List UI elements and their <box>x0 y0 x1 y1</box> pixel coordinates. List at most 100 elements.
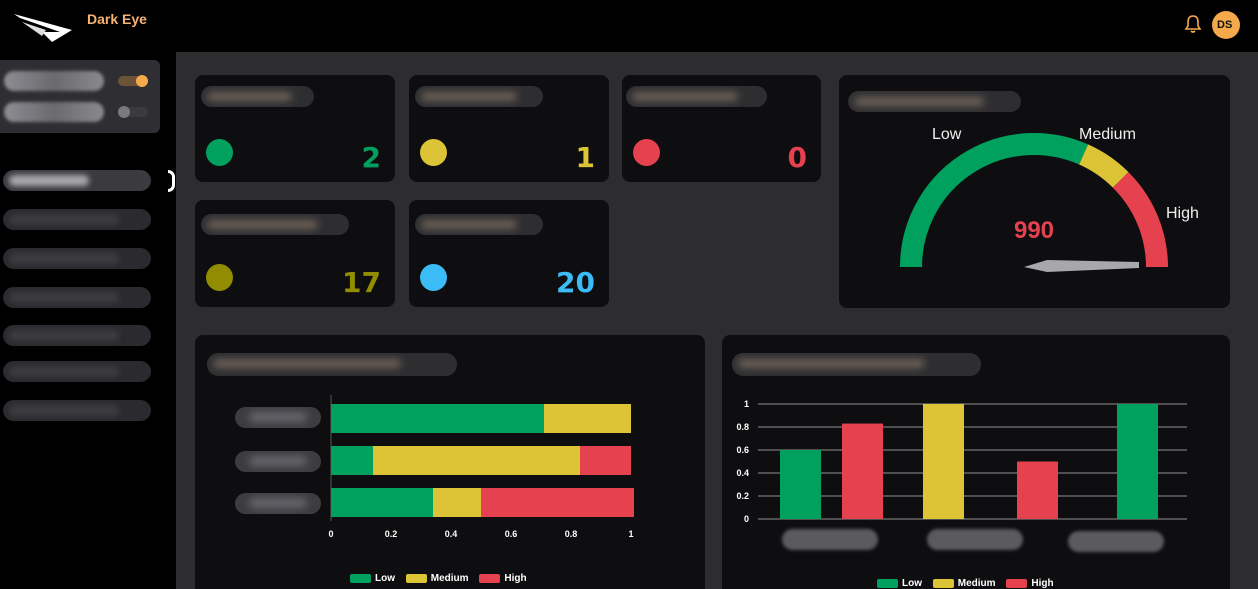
stat-value: 17 <box>342 266 381 299</box>
legend-label-high: High <box>504 573 527 584</box>
legend-label-low: Low <box>375 573 395 584</box>
sidebar-collapse-handle[interactable] <box>168 170 175 192</box>
stacked-bar-chart-card: 0 0.2 0.4 0.6 0.8 1 Low Medium High <box>195 335 705 589</box>
bar-low <box>780 450 821 519</box>
bar-segment-medium <box>433 488 481 517</box>
status-dot <box>420 139 447 166</box>
sidebar <box>0 52 176 589</box>
stat-card-olive[interactable]: 17 <box>195 200 395 307</box>
x-tick-label: 0.6 <box>505 529 518 539</box>
stat-value: 20 <box>556 266 595 299</box>
vertical-bar-chart: 0 0.2 0.4 0.6 0.8 1 <box>736 399 1187 524</box>
card-title-redacted <box>732 353 981 376</box>
status-dot <box>206 264 233 291</box>
gauge-label-high: High <box>1166 205 1199 222</box>
toggle-label-redacted <box>4 102 104 122</box>
bar-segment-low <box>331 404 544 433</box>
bar-low <box>1117 404 1158 519</box>
dark-eye-logo[interactable] <box>12 10 74 44</box>
y-tick-label: 1 <box>744 399 749 409</box>
bar-high <box>842 423 883 519</box>
y-tick-label: 0.8 <box>736 422 749 432</box>
x-tick-label: 0.8 <box>565 529 578 539</box>
bar-segment-high <box>481 488 634 517</box>
category-label-redacted <box>927 529 1023 550</box>
sidebar-item[interactable] <box>3 400 151 421</box>
gauge-label-low: Low <box>932 126 962 143</box>
y-tick-label: 0.6 <box>736 445 749 455</box>
chart-legend: Low Medium High <box>869 578 1054 589</box>
x-tick-label: 0 <box>328 529 333 539</box>
card-title-redacted <box>848 91 1021 112</box>
vertical-bar-chart-card: 0 0.2 0.4 0.6 0.8 1 Low Medium High <box>722 335 1230 589</box>
category-label-redacted <box>782 529 878 550</box>
status-dot <box>420 264 447 291</box>
status-dot <box>633 139 660 166</box>
category-label-redacted <box>235 407 321 428</box>
y-tick-label: 0.4 <box>736 468 749 478</box>
status-dot <box>206 139 233 166</box>
gauge-label-medium: Medium <box>1079 126 1136 143</box>
bar-segment-medium <box>373 446 580 475</box>
stat-card-high[interactable]: 0 <box>622 75 821 182</box>
stat-value: 1 <box>575 141 595 174</box>
card-title-redacted <box>415 214 543 235</box>
bar-high <box>1017 461 1058 519</box>
stat-value: 0 <box>787 141 807 174</box>
card-title-redacted <box>201 214 349 235</box>
gauge-chart: 990 <box>900 133 1168 272</box>
bar-segment-medium <box>544 404 631 433</box>
card-title-redacted <box>207 353 457 376</box>
risk-gauge-card: Low Medium High 990 <box>839 75 1230 308</box>
toggle-knob <box>118 106 130 118</box>
legend-swatch-medium <box>405 574 427 583</box>
chart-legend: Low Medium High <box>342 573 527 584</box>
sidebar-item[interactable] <box>3 325 151 346</box>
category-label-redacted <box>235 493 321 514</box>
legend-swatch-low <box>877 579 898 588</box>
y-tick-label: 0.2 <box>736 491 749 501</box>
card-title-redacted <box>626 86 767 107</box>
toggle-switch-off[interactable] <box>118 106 148 118</box>
gauge-value: 990 <box>1014 217 1054 244</box>
stacked-bar-chart: 0 0.2 0.4 0.6 0.8 1 <box>328 395 634 539</box>
sidebar-item[interactable] <box>3 209 151 230</box>
stat-card-low[interactable]: 2 <box>195 75 395 182</box>
card-title-redacted <box>415 86 543 107</box>
sidebar-toggle-panel <box>0 60 160 133</box>
legend-swatch-high <box>1006 579 1028 588</box>
category-label-redacted <box>235 451 321 472</box>
legend-swatch-high <box>479 574 501 583</box>
toggle-knob <box>136 75 148 87</box>
legend-label-low: Low <box>902 578 922 589</box>
user-avatar[interactable]: DS <box>1212 11 1240 39</box>
legend-label-medium: Medium <box>430 573 469 584</box>
stat-card-blue[interactable]: 20 <box>409 200 609 307</box>
sidebar-item[interactable] <box>3 361 151 382</box>
app-title: Dark Eye <box>87 11 147 27</box>
gauge-arc-high <box>1112 172 1168 268</box>
legend-label-high: High <box>1031 578 1054 589</box>
gauge-needle <box>1024 260 1139 272</box>
sidebar-item[interactable] <box>3 287 151 308</box>
x-tick-label: 0.4 <box>445 529 458 539</box>
category-label-redacted <box>1068 531 1164 552</box>
y-tick-label: 0 <box>744 514 749 524</box>
top-bar: Dark Eye DS <box>0 0 1258 52</box>
legend-swatch-low <box>350 574 371 583</box>
gauge-arc-medium <box>1078 144 1129 188</box>
stat-value: 2 <box>361 141 381 174</box>
toggle-switch-on[interactable] <box>118 75 148 87</box>
bar-segment-low <box>331 488 433 517</box>
x-tick-label: 1 <box>628 529 633 539</box>
bar-segment-low <box>331 446 373 475</box>
stat-card-medium[interactable]: 1 <box>409 75 609 182</box>
gauge-arc-low <box>900 133 1089 268</box>
bell-icon[interactable] <box>1184 14 1202 34</box>
bar-medium <box>923 404 964 519</box>
sidebar-item-active[interactable] <box>3 170 151 191</box>
legend-swatch-medium <box>932 579 954 588</box>
x-tick-label: 0.2 <box>385 529 398 539</box>
legend-label-medium: Medium <box>957 578 996 589</box>
sidebar-item[interactable] <box>3 248 151 269</box>
